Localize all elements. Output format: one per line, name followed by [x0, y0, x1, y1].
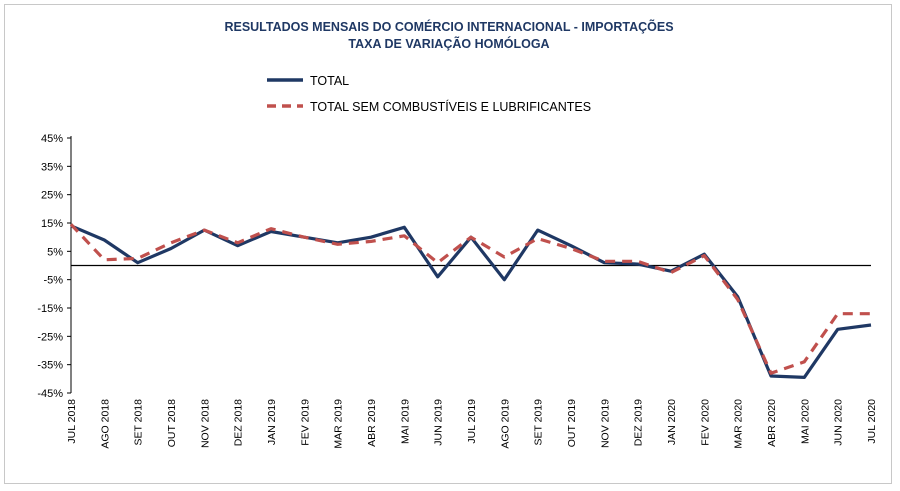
legend: TOTAL TOTAL SEM COMBUSTÍVEIS E LUBRIFICA…	[267, 74, 591, 114]
y-axis-ticks: 45% 35% 25% 15% 5% -5% -15% -25% -35% -45%	[37, 133, 71, 400]
chart-subtitle: TAXA DE VARIAÇÃO HOMÓLOGA	[348, 36, 549, 51]
y-tick-label: 25%	[41, 190, 63, 202]
y-tick-label: -5%	[43, 275, 63, 287]
x-tick-label: MAR 2020	[733, 399, 745, 449]
y-tick-label: -25%	[37, 331, 63, 343]
x-tick-label: JUL 2018	[66, 399, 78, 444]
legend-label-total: TOTAL	[310, 74, 349, 88]
legend-label-total-sem-combustiveis: TOTAL SEM COMBUSTÍVEIS E LUBRIFICANTES	[310, 99, 591, 114]
series-line-total	[70, 224, 872, 379]
x-tick-label: AGO 2019	[499, 399, 511, 449]
x-tick-label: DEZ 2018	[233, 399, 245, 446]
x-tick-label: JUN 2020	[833, 399, 845, 446]
x-tick-label: MAR 2019	[333, 399, 345, 449]
series-lines	[69, 223, 872, 379]
x-tick-label: JUL 2019	[466, 399, 478, 444]
chart-frame: RESULTADOS MENSAIS DO COMÉRCIO INTERNACI…	[4, 4, 892, 484]
y-tick-label: 45%	[41, 133, 63, 145]
line-chart: RESULTADOS MENSAIS DO COMÉRCIO INTERNACI…	[37, 19, 878, 449]
y-tick-label: 5%	[47, 246, 63, 258]
x-tick-label: FEV 2020	[699, 399, 711, 446]
x-tick-label: DEZ 2019	[633, 399, 645, 446]
y-tick-label: -15%	[37, 303, 63, 315]
y-tick-label: -35%	[37, 360, 63, 372]
x-tick-label: SET 2019	[533, 399, 545, 446]
x-tick-label: AGO 2018	[99, 399, 111, 449]
y-tick-label: 35%	[41, 161, 63, 173]
x-tick-label: FEV 2019	[299, 399, 311, 446]
x-tick-label: MAI 2020	[799, 399, 811, 444]
x-tick-label: NOV 2018	[199, 399, 211, 448]
series-line-total-sem-combustiveis	[69, 223, 871, 375]
chart-title: RESULTADOS MENSAIS DO COMÉRCIO INTERNACI…	[224, 19, 673, 34]
x-tick-label: ABR 2020	[766, 399, 778, 447]
y-tick-label: 15%	[41, 218, 63, 230]
x-tick-label: ABR 2019	[366, 399, 378, 447]
x-tick-label: NOV 2019	[599, 399, 611, 448]
x-tick-label: JUL 2020	[866, 399, 878, 444]
x-tick-label: OUT 2018	[166, 399, 178, 447]
x-tick-label: JAN 2019	[266, 399, 278, 445]
x-tick-label: JUN 2019	[433, 399, 445, 446]
y-tick-label: -45%	[37, 388, 63, 400]
x-axis-ticks: JUL 2018 AGO 2018 SET 2018 OUT 2018 NOV 2018…	[66, 399, 878, 449]
x-tick-label: SET 2018	[133, 399, 145, 446]
x-tick-label: JAN 2020	[666, 399, 678, 445]
x-tick-label: MAI 2019	[399, 399, 411, 444]
x-tick-label: OUT 2019	[566, 399, 578, 447]
